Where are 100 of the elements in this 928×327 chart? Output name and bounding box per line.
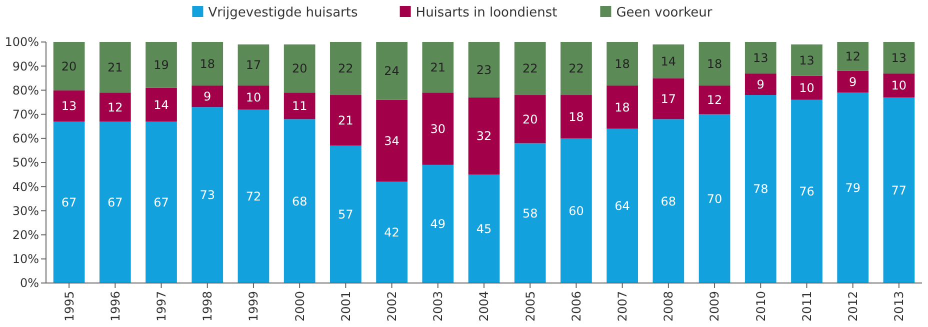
x-tick-label: 1996 [108,291,122,322]
legend-label: Huisarts in loondienst [416,6,558,21]
data-label: 30 [430,122,446,136]
y-tick-label: 60% [12,132,39,146]
bar [422,164,454,283]
legend-label: Vrijgevestigde huisarts [208,6,358,21]
bar [422,92,454,165]
bar [330,95,362,146]
x-tick-label: 1998 [200,291,215,322]
bar [284,92,316,120]
bar [883,73,915,98]
bar [744,73,776,96]
bar [514,143,546,283]
bar [192,85,224,108]
bar [330,146,362,283]
data-label: 45 [476,222,492,236]
data-label: 49 [430,217,446,232]
data-label: 22 [522,62,538,76]
x-tick-label: 2013 [892,291,906,322]
y-tick-label: 30% [12,204,39,218]
data-label: 20 [61,59,77,74]
data-label: 18 [614,56,630,71]
bar [883,42,915,74]
y-tick-label: 100% [4,35,39,50]
data-label: 42 [384,226,400,240]
bar [837,92,869,283]
x-tick-label: 2008 [662,291,676,322]
bar [330,42,362,96]
bar [560,138,592,283]
data-label: 58 [522,206,538,220]
data-label: 70 [706,192,722,206]
data-label: 13 [891,50,907,65]
data-label: 14 [154,98,169,112]
data-label: 13 [61,99,77,114]
y-tick-label: 20% [12,228,39,242]
bar [744,95,776,283]
x-tick-label: 2002 [384,291,399,322]
data-label: 68 [292,194,308,208]
bar [606,42,638,86]
data-label: 60 [568,204,584,218]
data-label: 18 [614,100,630,114]
bar [238,44,270,86]
bar [883,97,915,283]
bar [53,42,85,90]
bar [53,90,85,122]
data-label: 78 [752,182,768,196]
data-label: 19 [154,58,169,72]
data-label: 57 [338,208,354,222]
data-label: 18 [200,56,216,71]
bar [376,182,408,283]
x-tick-label: 2006 [569,291,584,322]
data-label: 34 [384,134,400,148]
bar [652,119,684,283]
bar [606,128,638,283]
x-tick-label: 2005 [523,291,538,322]
data-label: 13 [799,53,814,68]
bar [192,107,224,283]
bar [514,42,546,96]
data-label: 10 [891,78,907,93]
bar [698,85,730,114]
bar [376,100,408,182]
bar [837,70,869,93]
bar [698,42,730,86]
bar [791,76,822,100]
bar [837,42,869,71]
data-label: 79 [845,181,860,196]
bar [284,44,316,93]
data-label: 18 [706,56,722,71]
data-label: 22 [568,62,584,76]
data-label: 22 [338,62,354,76]
x-tick-label: 1999 [246,291,261,322]
bar [99,92,131,122]
y-tick-label: 40% [12,180,39,194]
data-label: 9 [756,77,764,92]
data-label: 67 [154,195,169,210]
data-label: 73 [200,188,216,202]
x-tick-label: 2003 [431,291,446,322]
data-label: 12 [108,100,123,114]
x-tick-label: 2000 [292,291,307,322]
data-label: 17 [246,58,262,72]
data-label: 21 [338,114,354,128]
x-tick-label: 2007 [616,291,630,322]
bar [698,114,730,283]
bar [422,42,454,93]
data-label: 10 [799,80,814,95]
x-tick-label: 1995 [62,291,76,322]
bar [791,44,822,76]
x-tick-label: 2011 [800,291,814,322]
x-tick-label: 2012 [846,291,860,322]
bar [468,174,500,283]
data-label: 21 [430,60,446,75]
bar [652,44,684,78]
bar [560,95,592,138]
bar [284,119,316,283]
bar [53,122,85,283]
x-tick-label: 2004 [477,291,492,322]
data-label: 21 [108,60,123,75]
data-label: 12 [845,50,860,64]
y-tick-label: 0% [20,276,39,290]
data-label: 17 [660,92,676,106]
